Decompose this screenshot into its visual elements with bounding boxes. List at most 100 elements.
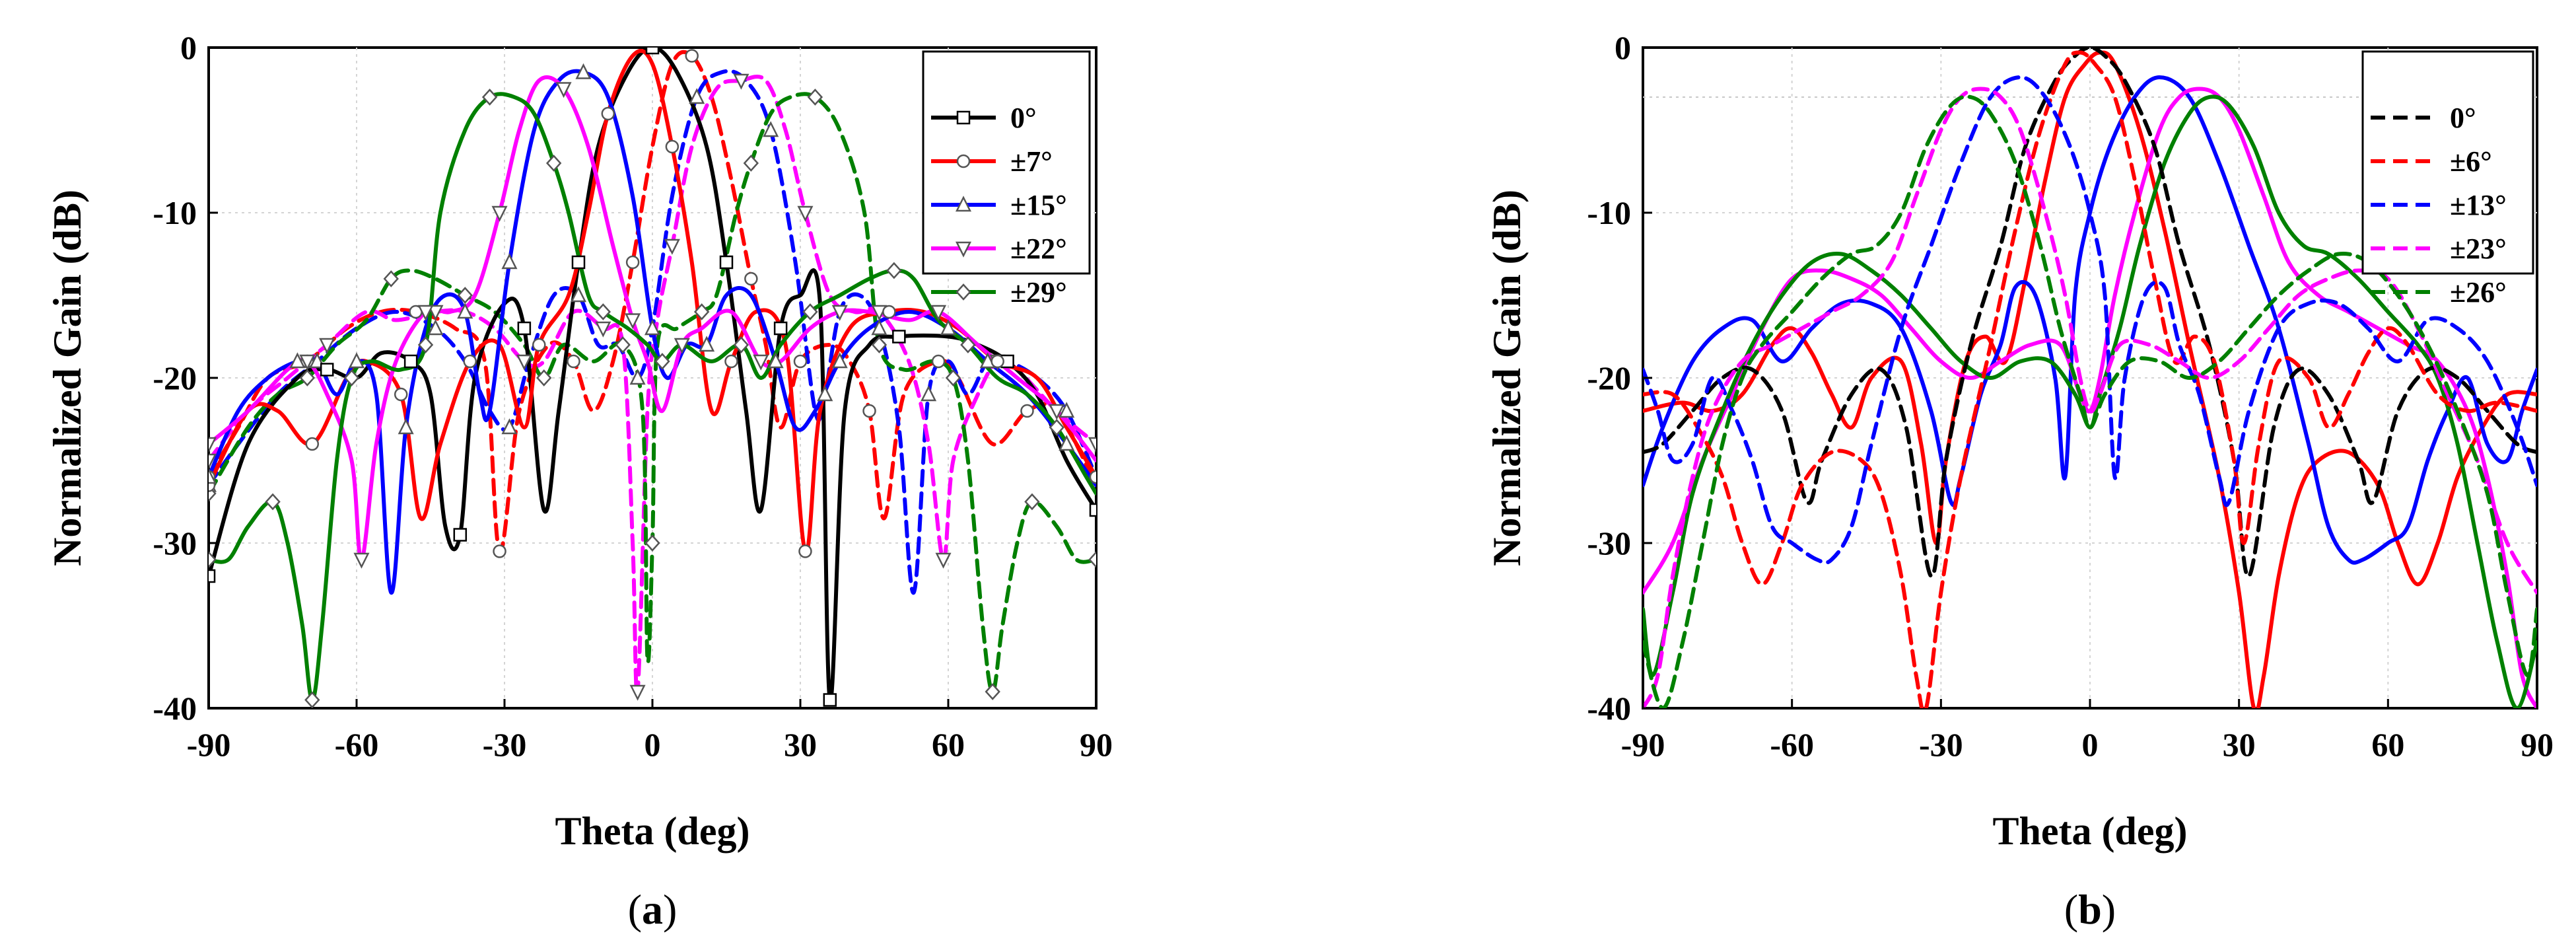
data-point-marker (1059, 435, 1075, 451)
data-point-marker (817, 385, 833, 402)
chart-panel-a: -90 -60 -30 0 30 60 90 0 -10 -20 -30 -40 Theta (deg… (46, 29, 1113, 933)
caption-close-paren: ) (663, 886, 677, 933)
data-point-marker (383, 270, 399, 287)
data-point-marker (773, 321, 788, 336)
y-axis-title: Normalized Gain (dB) (46, 190, 89, 566)
data-point-marker (394, 387, 408, 402)
data-point-marker (501, 418, 518, 435)
data-point-marker (753, 354, 769, 371)
data-point-marker (575, 63, 592, 79)
y-tick-label: -20 (1587, 359, 1631, 396)
data-point-marker (793, 354, 808, 369)
axis-ticks: -90 -60 -30 0 30 60 90 0 -10 -20 -30 -40 (153, 29, 1113, 763)
data-point-marker (427, 319, 444, 336)
data-point-marker (595, 303, 611, 320)
legend-label: ±26° (2450, 276, 2507, 309)
x-tick-label: 0 (644, 726, 661, 763)
data-point-marker (654, 353, 670, 370)
data-point-marker (453, 528, 468, 542)
y-tick-label: 0 (1615, 29, 1631, 66)
data-point-marker (457, 303, 473, 319)
caption-letter: b (2078, 886, 2102, 933)
data-point-marker (601, 106, 615, 121)
data-point-marker (956, 283, 971, 301)
data-point-marker (299, 369, 316, 386)
data-point-marker (209, 437, 217, 453)
data-point-marker (1020, 404, 1034, 418)
x-axis-title: Theta (deg) (1993, 809, 2188, 853)
data-point-marker (595, 321, 611, 338)
data-point-marker (733, 73, 749, 90)
legend-label: ±15° (1010, 189, 1067, 221)
data-point-marker (209, 551, 217, 568)
legend-label: ±23° (2450, 233, 2507, 265)
data-point-marker (955, 241, 972, 258)
y-tick-label: -40 (153, 690, 197, 727)
data-point-marker (265, 493, 281, 511)
x-tick-label: 30 (2223, 726, 2256, 763)
data-point-marker (871, 336, 888, 353)
x-tick-label: -60 (1770, 726, 1814, 763)
axis-ticks: -90 -60 -30 0 30 60 90 0 -10 -20 -30 -40 (1587, 29, 2554, 763)
series-line (209, 50, 1096, 554)
legend-label: ±7° (1010, 145, 1053, 178)
x-tick-label: 0 (2082, 726, 2099, 763)
data-point-marker (1088, 551, 1096, 568)
data-point-marker (545, 155, 562, 172)
y-tick-label: 0 (180, 29, 197, 66)
panel-caption: (a) (628, 886, 678, 933)
data-point-marker (802, 303, 818, 320)
x-tick-label: 90 (2521, 726, 2554, 763)
data-point-marker (571, 255, 586, 270)
data-point-marker (956, 110, 971, 125)
data-point-marker (644, 534, 660, 552)
data-point-marker (945, 369, 961, 386)
data-point-marker (629, 684, 646, 701)
data-point-marker (724, 354, 738, 369)
legend-label: 0° (2450, 102, 2476, 134)
series-lines (1643, 48, 2537, 708)
data-point-marker (685, 49, 699, 63)
x-tick-label: -30 (1919, 726, 1963, 763)
x-tick-label: 60 (2371, 726, 2404, 763)
data-point-marker (343, 369, 360, 386)
data-point-marker (320, 363, 334, 377)
data-point-marker (1059, 402, 1075, 418)
series-markers (209, 48, 1096, 708)
caption-close-paren: ) (2102, 886, 2116, 933)
data-point-marker (862, 404, 876, 418)
legend-label: ±29° (1010, 276, 1067, 309)
legend-box (2361, 50, 2534, 275)
data-point-marker (491, 205, 508, 222)
data-point-marker (209, 468, 217, 484)
series-line (1643, 75, 2537, 565)
x-axis-title: Theta (deg) (555, 809, 750, 853)
data-point-marker (615, 336, 631, 353)
y-tick-label: -40 (1587, 690, 1631, 727)
data-point-marker (427, 305, 444, 321)
x-tick-label: -90 (1621, 726, 1665, 763)
series-line (1643, 48, 2537, 579)
data-point-marker (532, 338, 546, 352)
data-point-marker (289, 352, 306, 369)
chart-panel-b: -90 -60 -30 0 30 60 90 0 -10 -20 -30 -40 Theta (deg… (1485, 29, 2554, 933)
x-tick-label: 30 (784, 726, 817, 763)
data-point-marker (644, 319, 661, 336)
series-line (209, 69, 1096, 595)
data-point-marker (931, 354, 946, 369)
y-tick-label: -30 (153, 525, 197, 562)
data-point-marker (209, 453, 217, 470)
data-point-marker (831, 352, 848, 369)
x-tick-label: 60 (932, 726, 965, 763)
data-point-marker (985, 683, 1000, 700)
legend-label: ±6° (2450, 145, 2492, 178)
series-line (209, 92, 1096, 702)
caption-open-paren: ( (628, 886, 642, 933)
data-point-marker (570, 286, 587, 303)
data-point-marker (1049, 404, 1065, 420)
data-point-marker (348, 352, 365, 369)
data-point-marker (625, 313, 641, 330)
data-point-marker (625, 255, 640, 270)
legend: 0° ±6° ±13° ±23° ±26° (2361, 50, 2534, 309)
